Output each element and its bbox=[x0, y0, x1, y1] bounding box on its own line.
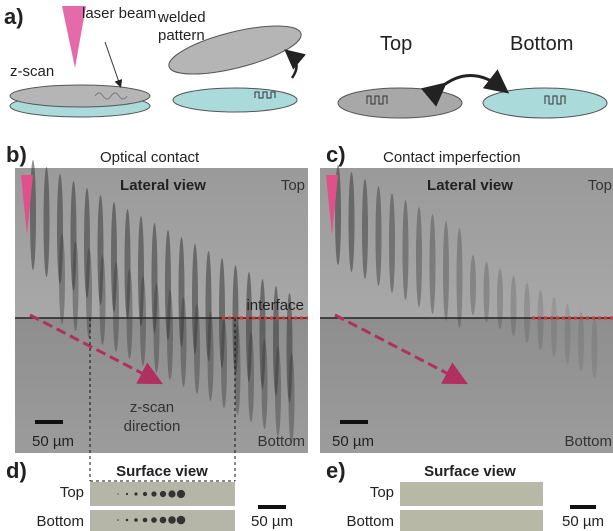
streak bbox=[181, 297, 187, 387]
label: Top bbox=[370, 484, 394, 501]
view-label: Surface view bbox=[424, 463, 516, 480]
disk bbox=[173, 88, 297, 112]
streak bbox=[167, 290, 173, 380]
panel-label: c) bbox=[326, 142, 346, 167]
panel-a: a) laser beam welded pattern z-scan Top … bbox=[4, 4, 607, 118]
label: Bottom bbox=[346, 513, 394, 530]
label: Top bbox=[380, 33, 412, 55]
arrow bbox=[440, 76, 502, 89]
streak bbox=[470, 255, 476, 315]
weld-spot bbox=[134, 492, 137, 495]
panel-title: Optical contact bbox=[100, 149, 200, 166]
streak bbox=[389, 193, 395, 293]
label: Top bbox=[60, 484, 84, 501]
streak bbox=[113, 262, 119, 352]
weld-spot bbox=[143, 518, 148, 523]
panel-label: a) bbox=[4, 4, 24, 29]
streak bbox=[208, 311, 214, 401]
weld-spot bbox=[117, 519, 119, 521]
streak bbox=[100, 255, 106, 345]
surface-image bbox=[400, 510, 543, 531]
weld-spot bbox=[126, 519, 129, 522]
arrow bbox=[290, 54, 297, 78]
label: welded bbox=[157, 9, 206, 26]
label: z-scan bbox=[130, 399, 174, 416]
streak bbox=[262, 339, 268, 429]
streak bbox=[443, 221, 449, 321]
surface-image bbox=[400, 482, 543, 506]
scale-bar bbox=[570, 505, 596, 509]
panel-e: e) Surface view Top Bottom 50 µm bbox=[326, 458, 604, 531]
weld-spot bbox=[177, 490, 185, 498]
label: laser beam bbox=[82, 5, 156, 22]
streak bbox=[221, 318, 227, 408]
streak bbox=[497, 269, 503, 329]
label: direction bbox=[124, 418, 181, 435]
label: Bottom bbox=[564, 433, 612, 450]
streak bbox=[376, 186, 382, 286]
streak bbox=[524, 283, 530, 343]
scale-label: 50 µm bbox=[332, 433, 374, 450]
panel-title: Contact imperfection bbox=[383, 149, 521, 166]
weld-spot bbox=[168, 490, 175, 497]
streak bbox=[275, 346, 281, 436]
streak bbox=[457, 228, 463, 328]
streak bbox=[127, 269, 133, 359]
label: interface bbox=[246, 297, 304, 314]
panel-label: e) bbox=[326, 458, 346, 483]
streak bbox=[565, 304, 571, 364]
streak bbox=[59, 234, 65, 324]
streak bbox=[551, 297, 557, 357]
streak bbox=[140, 276, 146, 366]
weld-spot bbox=[168, 516, 176, 524]
weld-spot bbox=[177, 516, 186, 525]
streak bbox=[484, 262, 490, 322]
panel-label: d) bbox=[6, 458, 27, 483]
scale-label: 50 µm bbox=[251, 513, 293, 530]
streak bbox=[430, 214, 436, 314]
scale-label: 50 µm bbox=[562, 513, 604, 530]
weld-spot bbox=[151, 491, 156, 496]
label: Bottom bbox=[257, 433, 305, 450]
panel-label: b) bbox=[6, 142, 27, 167]
streak bbox=[592, 318, 598, 378]
weld-spot bbox=[126, 493, 128, 495]
streak bbox=[403, 200, 409, 300]
streak bbox=[44, 167, 50, 277]
weld-spot bbox=[151, 517, 157, 523]
streak bbox=[538, 290, 544, 350]
scale-bar bbox=[340, 420, 368, 424]
figure: a) laser beam welded pattern z-scan Top … bbox=[0, 0, 613, 531]
scale-bar bbox=[258, 505, 286, 509]
label: pattern bbox=[158, 27, 205, 44]
label: Top bbox=[588, 177, 612, 194]
weld-spot bbox=[160, 517, 167, 524]
weld-spot bbox=[117, 493, 118, 494]
streak bbox=[248, 332, 254, 422]
streak bbox=[86, 248, 92, 338]
disk bbox=[338, 88, 462, 118]
label: Bottom bbox=[510, 33, 573, 55]
label: z-scan bbox=[10, 63, 54, 80]
weld-spot bbox=[134, 518, 138, 522]
label: Top bbox=[281, 177, 305, 194]
streak bbox=[289, 353, 295, 443]
streak bbox=[511, 276, 517, 336]
scale-bar bbox=[35, 420, 63, 424]
streak bbox=[578, 311, 584, 371]
streak bbox=[416, 207, 422, 307]
weld-spot bbox=[160, 491, 166, 497]
streak bbox=[349, 172, 355, 272]
disk bbox=[10, 85, 150, 107]
streak bbox=[154, 283, 160, 373]
scale-label: 50 µm bbox=[32, 433, 74, 450]
view-label: Surface view bbox=[116, 463, 208, 480]
label: Bottom bbox=[36, 513, 84, 530]
streak bbox=[362, 179, 368, 279]
lateral-image bbox=[320, 165, 613, 453]
weld-spot bbox=[143, 492, 147, 496]
pointer bbox=[105, 42, 120, 85]
view-label: Lateral view bbox=[120, 177, 206, 194]
view-label: Lateral view bbox=[427, 177, 513, 194]
